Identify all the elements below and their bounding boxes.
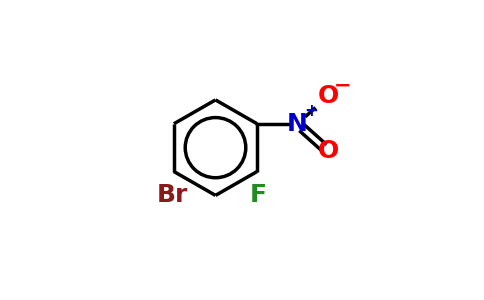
Text: +: + (304, 103, 318, 121)
Text: O: O (318, 140, 339, 164)
Text: N: N (287, 112, 308, 136)
Text: −: − (333, 75, 351, 95)
Text: O: O (318, 84, 339, 108)
Text: F: F (250, 183, 267, 207)
Text: Br: Br (157, 183, 188, 207)
